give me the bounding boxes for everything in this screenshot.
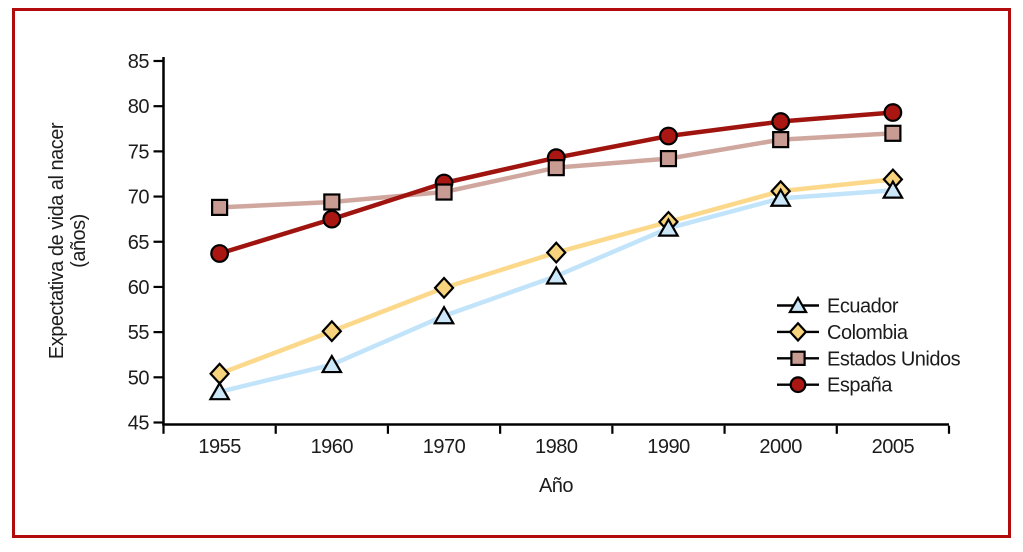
y-tick-label: 75 [128, 141, 150, 163]
y-tick-label: 45 [128, 413, 150, 435]
marker-colombia-1970 [433, 276, 455, 300]
y-tick-label: 65 [128, 232, 150, 254]
y-tick-label: 55 [128, 322, 150, 344]
legend-label: Ecuador [827, 296, 899, 318]
y-tick-label: 60 [128, 277, 150, 299]
legend-label: España [827, 375, 893, 397]
x-axis: 1955 1960 1970 1980 1990 2000 2005 [162, 423, 951, 458]
x-tick-label: 2000 [759, 436, 802, 458]
marker-ecuador-1980 [545, 265, 568, 285]
legend-item-espana: España [777, 375, 894, 397]
y-tick-label: 70 [128, 187, 150, 209]
y-tick-label: 80 [128, 96, 150, 118]
marker-espana-1960 [322, 209, 342, 229]
x-tick-label: 1970 [423, 436, 466, 458]
marker-espana-2000 [771, 112, 791, 131]
series-markers [208, 103, 904, 401]
marker-ecuador-1960 [320, 353, 343, 374]
x-tick-label: 1960 [311, 436, 354, 458]
marker-ecuador-1955 [208, 380, 231, 401]
marker-ecuador-1970 [432, 305, 456, 325]
figure-border [12, 8, 1011, 538]
legend-item-colombia: Colombia [777, 321, 909, 344]
legend-marker-colombia [788, 321, 808, 343]
legend-label: Estados Unidos [827, 348, 961, 370]
legend: Ecuador Colombia Estados Unidos España [777, 296, 961, 397]
legend-item-ecuador: Ecuador [777, 296, 899, 318]
marker-ecuador-1990 [657, 217, 680, 237]
marker-ecuador-2005 [881, 179, 904, 199]
x-tick-label: 1990 [647, 436, 690, 458]
marker-colombia-1980 [545, 241, 567, 265]
y-tick-label: 50 [128, 367, 150, 389]
marker-estados-unidos-1970 [435, 183, 453, 201]
x-tick-label: 1980 [535, 436, 578, 458]
legend-marker-espana [789, 376, 807, 394]
y-axis-title: Expectativa de vida al nacer(años) [46, 122, 90, 359]
marker-espana-2005 [883, 103, 903, 122]
y-tick-label: 85 [128, 51, 150, 73]
legend-label: Colombia [827, 322, 909, 344]
series-line-espana [217, 110, 896, 256]
marker-estados-unidos-1960 [323, 193, 341, 211]
legend-marker-estados-unidos [790, 350, 806, 367]
marker-estados-unidos-1980 [547, 159, 565, 177]
marker-estados-unidos-2000 [772, 131, 790, 149]
y-axis: 45 50 55 60 65 70 75 80 85 [128, 51, 165, 435]
marker-estados-unidos-2005 [884, 124, 902, 142]
legend-item-estados-unidos: Estados Unidos [777, 348, 961, 370]
legend-marker-ecuador [788, 295, 808, 314]
marker-estados-unidos-1955 [211, 198, 229, 217]
marker-espana-1955 [210, 244, 230, 263]
x-tick-label: 2005 [872, 436, 915, 458]
marker-estados-unidos-1990 [659, 150, 678, 168]
x-tick-label: 1955 [198, 436, 241, 458]
marker-colombia-1960 [321, 319, 343, 343]
marker-colombia-1955 [209, 362, 231, 386]
x-axis-title: Año [539, 475, 573, 497]
marker-espana-1990 [659, 126, 678, 146]
marker-ecuador-2000 [769, 187, 792, 207]
